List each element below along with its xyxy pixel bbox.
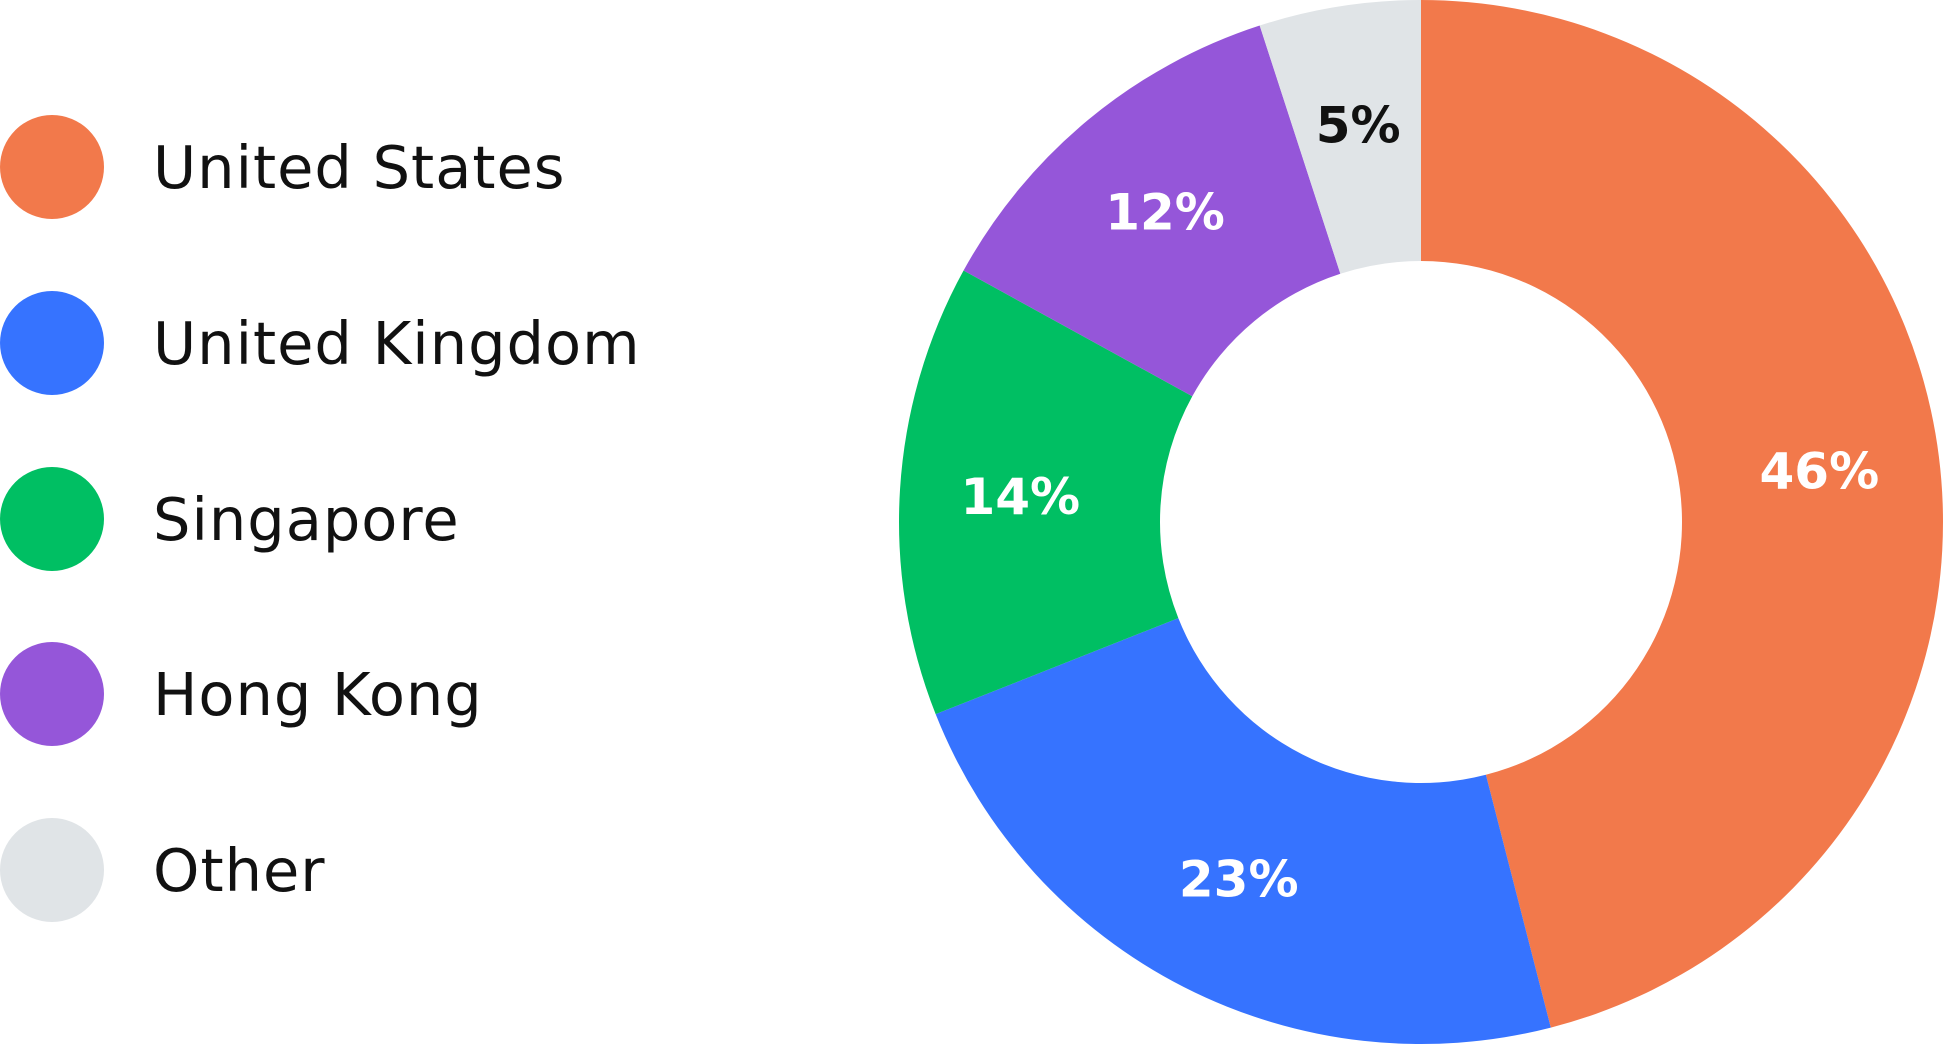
legend-label-hong-kong: Hong Kong xyxy=(153,659,483,729)
slice-label-singapore: 14% xyxy=(960,468,1080,526)
donut-slice-united-kingdom xyxy=(935,618,1551,1044)
donut-slice-hong-kong xyxy=(963,25,1341,397)
slice-label-other: 5% xyxy=(1316,96,1401,154)
donut-slices xyxy=(899,0,1943,1044)
donut-slice-united-states xyxy=(1421,0,1943,1028)
legend-swatch-hong-kong xyxy=(0,642,104,746)
donut-slice-other xyxy=(1259,0,1421,274)
legend-swatch-singapore xyxy=(0,467,104,571)
donut-slice-labels: 46% 23% 14% 12% 5% xyxy=(960,96,1879,908)
legend-item-hong-kong: Hong Kong xyxy=(0,642,483,746)
slice-label-united-kingdom: 23% xyxy=(1179,851,1299,909)
legend-item-united-kingdom: United Kingdom xyxy=(0,291,641,395)
slice-label-hong-kong: 12% xyxy=(1105,184,1225,242)
legend-swatch-united-states xyxy=(0,115,104,219)
legend-swatch-united-kingdom xyxy=(0,291,104,395)
slice-label-united-states: 46% xyxy=(1759,443,1879,501)
legend-swatch-other xyxy=(0,818,104,922)
legend-label-united-kingdom: United Kingdom xyxy=(153,308,641,378)
legend-item-united-states: United States xyxy=(0,115,566,219)
legend-item-other: Other xyxy=(0,818,326,922)
legend-label-united-states: United States xyxy=(153,132,566,202)
legend-label-singapore: Singapore xyxy=(153,484,460,554)
donut-slice-singapore xyxy=(899,270,1193,715)
chart-legend: United States United Kingdom Singapore H… xyxy=(0,0,760,1045)
legend-item-singapore: Singapore xyxy=(0,467,460,571)
legend-label-other: Other xyxy=(153,835,326,905)
